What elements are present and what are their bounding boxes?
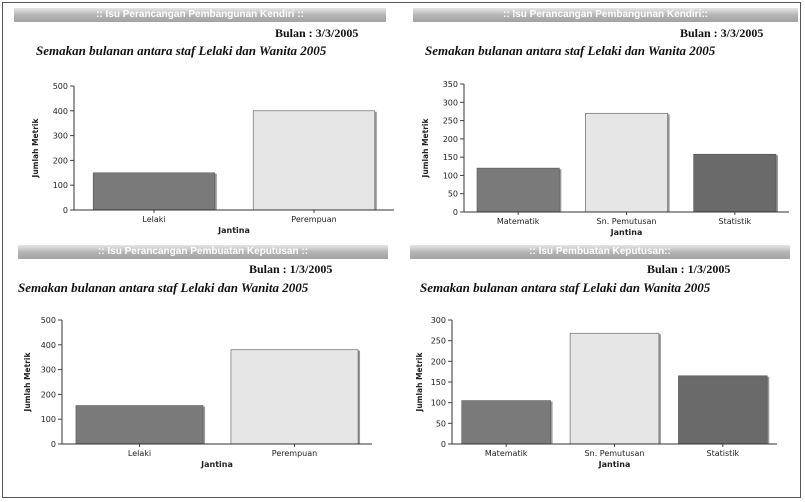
chart-panel-4: :: Isu Pembuatan Keputusan:: Bulan : 1/3… [405, 240, 805, 483]
y-tick-label: 300 [53, 132, 68, 141]
bar [252, 110, 376, 211]
y-tick-label: 200 [443, 135, 458, 144]
y-tick-label: 150 [431, 378, 446, 387]
y-tick-label: 500 [41, 316, 56, 325]
bar-chart: 0 50 100 150 200 250 300 Matematik Sn. Pemutusan… [415, 316, 777, 469]
x-tick-label: Matematik [497, 217, 540, 226]
y-axis-title: Jumlah Metrik [31, 118, 40, 179]
y-tick-label: 250 [431, 337, 446, 346]
x-tick-label: Sn. Pemutusan [597, 217, 657, 226]
chart-panel-3: :: Isu Perancangan Pembuatan Keputusan :… [0, 240, 400, 483]
y-tick-label: 400 [53, 107, 68, 116]
bar [461, 400, 551, 445]
panel-date: Bulan : 1/3/2005 [249, 262, 333, 276]
y-tick-label: 300 [443, 98, 458, 107]
bar [678, 375, 768, 445]
panel-header: :: Isu Pembuatan Keputusan:: [410, 245, 790, 259]
panel-header: :: Isu Perancangan Pembangunan Kendiri:: [413, 8, 798, 22]
x-tick-label: Lelaki [142, 215, 165, 224]
x-tick-label: Sn. Pemutusan [585, 449, 645, 458]
panel-title: Semakan bulanan antara staf Lelaki dan W… [36, 43, 327, 58]
y-tick-label: 0 [441, 440, 446, 449]
y-tick-label: 300 [41, 366, 56, 375]
y-tick-label: 350 [443, 80, 458, 89]
y-tick-label: 300 [431, 316, 446, 325]
x-axis-title: Jantina [217, 226, 250, 235]
y-tick-label: 100 [443, 171, 458, 180]
x-tick-label: Perempuan [272, 449, 317, 458]
bar [476, 167, 560, 213]
panel-header: :: Isu Perancangan Pembuatan Keputusan :… [18, 245, 388, 259]
bar [75, 405, 204, 445]
panel-date: Bulan : 1/3/2005 [647, 262, 731, 276]
x-tick-label: Statistik [719, 217, 752, 226]
y-tick-label: 400 [41, 341, 56, 350]
bar [585, 112, 668, 213]
y-tick-label: 0 [63, 206, 68, 215]
y-tick-label: 0 [453, 208, 458, 217]
y-tick-label: 50 [448, 190, 458, 199]
bar [92, 172, 216, 211]
y-tick-label: 100 [431, 399, 446, 408]
y-tick-label: 200 [431, 357, 446, 366]
bar-chart: 0 50 100 150 200 250 300 350 Matematik Sn. Pemutu… [421, 80, 789, 237]
x-tick-label: Statistik [707, 449, 740, 458]
panel-header: :: Isu Perancangan Pembangunan Kendiri :… [14, 8, 386, 22]
y-axis-title: Jumlah Metrik [23, 352, 32, 413]
chart-panel-2: :: Isu Perancangan Pembangunan Kendiri::… [405, 0, 805, 243]
y-tick-label: 50 [436, 419, 446, 428]
y-tick-label: 0 [51, 440, 56, 449]
bar [693, 153, 777, 213]
bar-chart: 0 100 200 300 400 500 Lelaki Perempuan Jantina Ju… [23, 316, 372, 469]
x-axis-title: Jantina [200, 460, 233, 469]
y-axis-title: Jumlah Metrik [415, 352, 424, 413]
x-axis-title: Jantina [598, 460, 631, 469]
y-tick-label: 100 [41, 415, 56, 424]
y-tick-label: 200 [53, 156, 68, 165]
chart-panel-1: :: Isu Perancangan Pembangunan Kendiri :… [0, 0, 400, 243]
panel-title: Semakan bulanan antara staf Lelaki dan W… [425, 43, 716, 58]
panel-title: Semakan bulanan antara staf Lelaki dan W… [420, 280, 711, 295]
panel-title: Semakan bulanan antara staf Lelaki dan W… [18, 280, 309, 295]
y-tick-label: 200 [41, 390, 56, 399]
y-tick-label: 250 [443, 117, 458, 126]
x-axis-title: Jantina [610, 228, 643, 237]
bar [230, 349, 359, 445]
x-tick-label: Lelaki [128, 449, 151, 458]
y-tick-label: 150 [443, 153, 458, 162]
x-tick-label: Matematik [485, 449, 528, 458]
panel-date: Bulan : 3/3/2005 [680, 26, 764, 40]
panel-date: Bulan : 3/3/2005 [275, 26, 359, 40]
x-tick-label: Perempuan [291, 215, 336, 224]
bar-chart: 0 100 200 300 400 500 Lelaki Perempuan Jantina Ju… [31, 82, 394, 235]
bar [569, 332, 660, 445]
y-tick-label: 500 [53, 82, 68, 91]
y-tick-label: 100 [53, 181, 68, 190]
y-axis-title: Jumlah Metrik [421, 118, 430, 179]
